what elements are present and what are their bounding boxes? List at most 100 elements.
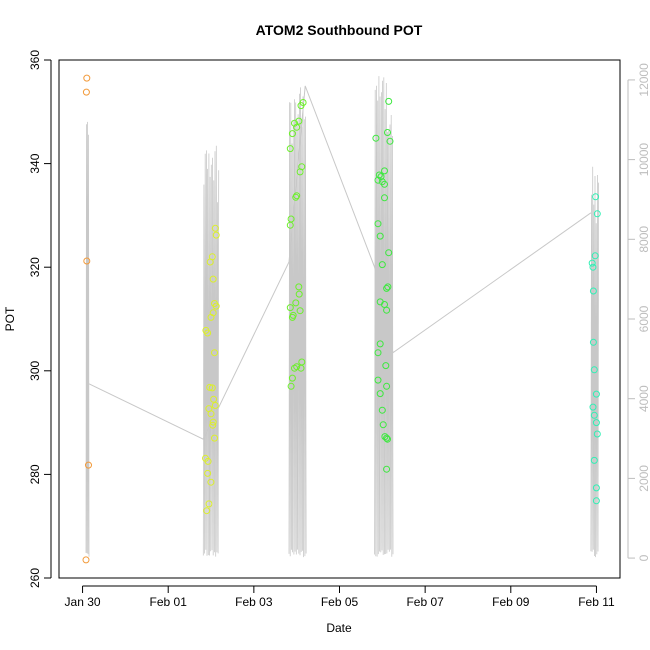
data-point [593,210,601,218]
trace-connector [88,85,592,440]
y-tick-label: 360 [28,50,42,70]
data-point [211,402,219,409]
trace-cluster [374,76,394,557]
data-point [295,117,303,125]
y2-tick-label: 8000 [637,226,650,253]
data-point [374,349,382,357]
data-point [286,304,294,312]
data-point [385,97,393,105]
data-point [374,376,382,384]
y2-tick-label: 4000 [637,385,650,412]
data-point [211,224,219,232]
data-point [205,500,213,508]
data-point [379,421,387,429]
y-axis-left: 260 280 300 320 340 360 [28,50,52,588]
data-point [376,340,384,348]
data-point [210,395,218,403]
data-point [212,302,220,310]
y-tick-label: 340 [28,153,42,173]
data-point [592,390,600,398]
x-tick-label: Feb 09 [492,595,530,609]
x-tick-label: Feb 05 [321,595,359,609]
data-point [378,261,386,269]
data-point [207,410,215,418]
x-axis-label: Date [326,621,352,635]
data-point [293,123,301,131]
data-point [376,232,384,240]
plot-frame [58,59,621,579]
data-point [383,382,391,390]
data-point [376,390,384,398]
data-point [591,252,599,260]
y2-tick-label: 0 [637,554,650,561]
y-tick-label: 260 [28,568,42,588]
y2-tick-label: 2000 [637,465,650,492]
y2-tick-label: 12000 [637,63,650,97]
data-point [207,478,215,486]
data-point [386,137,394,145]
data-point [211,434,218,442]
data-point [378,406,386,414]
trace-cluster [288,87,307,558]
data-point [83,257,91,265]
data-point [383,284,391,292]
data-point [372,134,380,142]
data-point [204,457,212,465]
trace-cluster [590,166,599,558]
x-tick-label: Feb 11 [578,595,615,609]
data-point [383,434,391,442]
data-point [212,231,220,239]
data-point [383,306,391,314]
data-point [295,290,303,298]
data-point [299,99,307,106]
data-point [377,173,385,181]
data-point [209,275,217,283]
y-tick-label: 300 [28,360,42,380]
data-point [590,411,598,419]
data-point [292,299,300,307]
x-axis: Jan 30 Feb 01 Feb 03 Feb 05 Feb 07 Feb 09 Feb … [65,585,615,609]
x-tick-label: Jan 30 [65,595,101,609]
trace-cluster [85,121,90,557]
data-point [592,193,600,201]
data-point [384,129,391,136]
data-point [293,363,301,371]
data-point [592,497,600,505]
data-point [286,145,294,153]
y-tick-label: 320 [28,257,42,277]
data-point [209,421,217,429]
data-point [288,313,296,321]
data-point [292,193,300,201]
data-point [208,253,216,261]
data-point [589,338,597,346]
data-point [83,74,91,82]
data-point [383,465,391,473]
data-point [590,366,598,374]
data-point [287,215,295,223]
data-point [382,362,390,370]
data-point [287,382,295,390]
data-point [85,461,92,469]
data-point [384,283,392,291]
data-point [82,556,90,564]
data-point [206,383,214,391]
data-point [211,349,218,357]
data-point [589,403,597,411]
data-point [296,307,304,315]
sampling-trace-layer [85,76,599,558]
data-point [204,469,212,477]
data-point [593,430,601,438]
y2-tick-label: 6000 [637,305,650,332]
data-point [203,507,211,515]
data-point [298,358,306,366]
data-point [589,287,597,295]
chart-title: ATOM2 Southbound POT [256,22,423,38]
data-point [592,484,600,492]
data-point [298,163,306,171]
data-point [374,220,382,228]
x-tick-label: Feb 03 [235,595,273,609]
y-tick-label: 280 [28,464,42,484]
